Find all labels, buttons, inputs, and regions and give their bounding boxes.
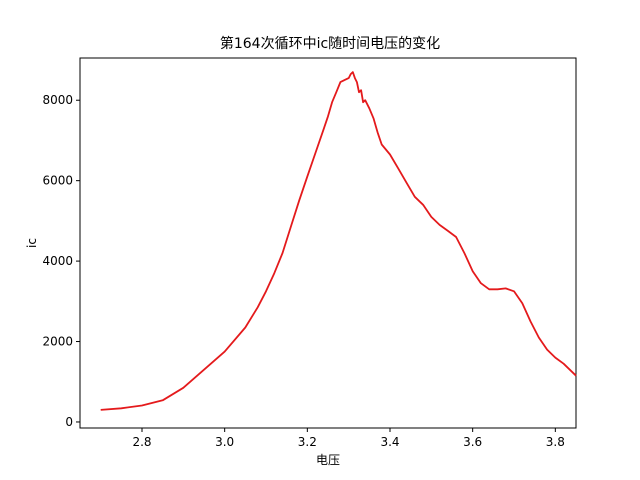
chart-title: 第164次循环中ic随时间电压的变化 xyxy=(220,35,440,52)
series-lines xyxy=(100,71,577,411)
x-tick-label: 3.6 xyxy=(463,435,482,449)
x-tick-label: 3.0 xyxy=(215,435,234,449)
plot-area-frame xyxy=(79,57,577,429)
y-tick-label: 0 xyxy=(65,415,73,429)
y-tick-label: 4000 xyxy=(42,254,73,268)
x-tick-label: 3.4 xyxy=(380,435,399,449)
x-tick-label: 3.8 xyxy=(546,435,565,449)
y-tick-label: 8000 xyxy=(42,93,73,107)
y-tick-label: 6000 xyxy=(42,174,73,188)
x-tick-label: 2.8 xyxy=(132,435,151,449)
y-axis-ticks: 0 2000 4000 6000 8000 xyxy=(42,93,80,429)
x-axis-ticks: 2.8 3.0 3.2 3.4 3.6 3.8 xyxy=(132,428,565,449)
y-axis-label: ic xyxy=(25,238,39,248)
x-tick-label: 3.2 xyxy=(298,435,317,449)
x-axis-label: 电压 xyxy=(316,453,340,467)
series-line xyxy=(100,71,577,411)
y-tick-label: 2000 xyxy=(42,335,73,349)
